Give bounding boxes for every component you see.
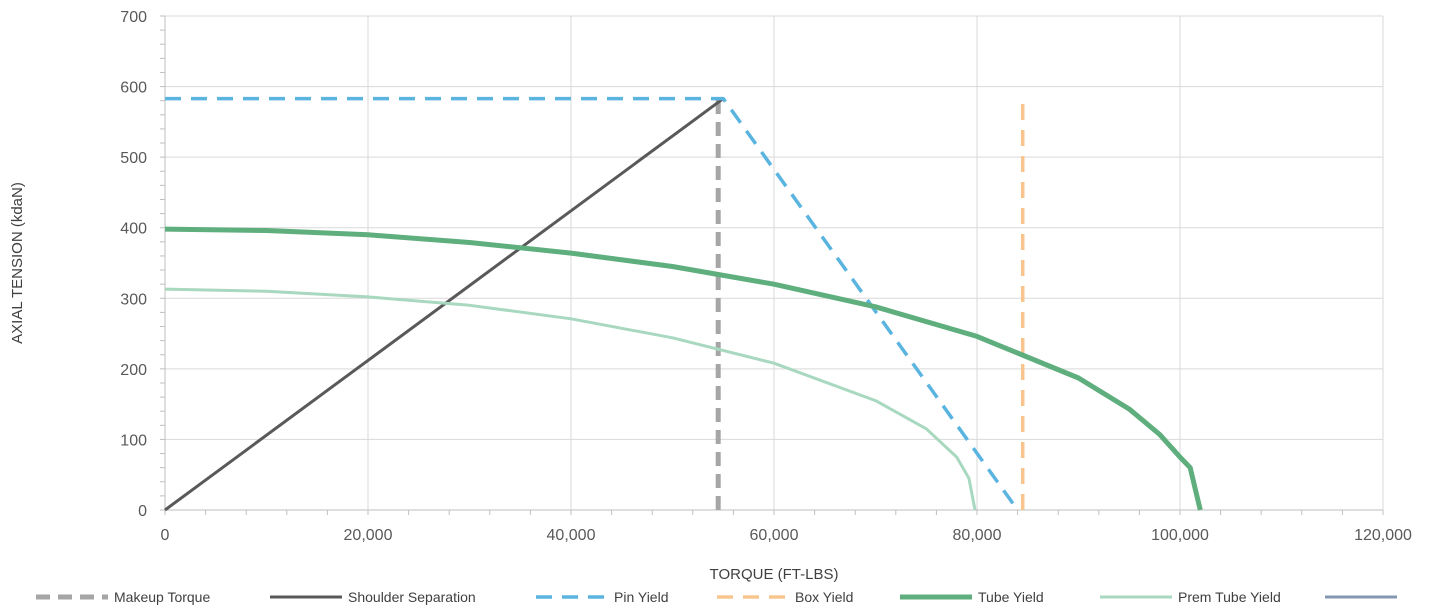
series-line-prem-tube-yield xyxy=(164,287,977,511)
x-tick-label: 120,000 xyxy=(1354,527,1412,544)
y-tick-label: 300 xyxy=(120,291,147,308)
y-tick-label: 600 xyxy=(120,80,147,97)
x-tick-label: 40,000 xyxy=(547,527,596,544)
legend-label-makeup-torque: Makeup Torque xyxy=(114,589,210,605)
y-tick-label: 500 xyxy=(120,150,147,167)
y-tick-label: 400 xyxy=(120,221,147,238)
y-tick-label: 200 xyxy=(120,362,147,379)
x-tick-label: 80,000 xyxy=(953,527,1002,544)
y-tick-label: 100 xyxy=(120,432,147,449)
y-tick-label: 700 xyxy=(120,9,147,26)
x-tick-label: 0 xyxy=(161,527,170,544)
legend-label-pin-yield: Pin Yield xyxy=(614,589,668,605)
x-axis-title: TORQUE (FT-LBS) xyxy=(710,566,839,583)
legend: Makeup Torque Shoulder Separation Pin Yiel… xyxy=(36,589,1397,605)
x-tick-label: 60,000 xyxy=(750,527,799,544)
y-axis-title: AXIAL TENSION (kdaN) xyxy=(9,182,26,344)
x-tick-label: 100,000 xyxy=(1151,527,1209,544)
axis-layer xyxy=(160,15,1384,515)
label-layer: 0 20,000 40,000 60,000 80,000 100,000 120,000 0… xyxy=(120,9,1412,544)
legend-label-shoulder-separation: Shoulder Separation xyxy=(348,589,476,605)
series-line-pin-yield xyxy=(165,96,1020,512)
series-layer xyxy=(164,96,1203,512)
x-tick-label: 20,000 xyxy=(344,527,393,544)
series-line-tube-yield xyxy=(164,226,1203,511)
legend-label-prem-tube-yield: Prem Tube Yield xyxy=(1178,589,1281,605)
y-tick-label: 0 xyxy=(138,503,147,520)
legend-label-box-yield: Box Yield xyxy=(795,589,853,605)
grid-layer xyxy=(165,15,1384,510)
legend-label-tube-yield: Tube Yield xyxy=(978,589,1044,605)
